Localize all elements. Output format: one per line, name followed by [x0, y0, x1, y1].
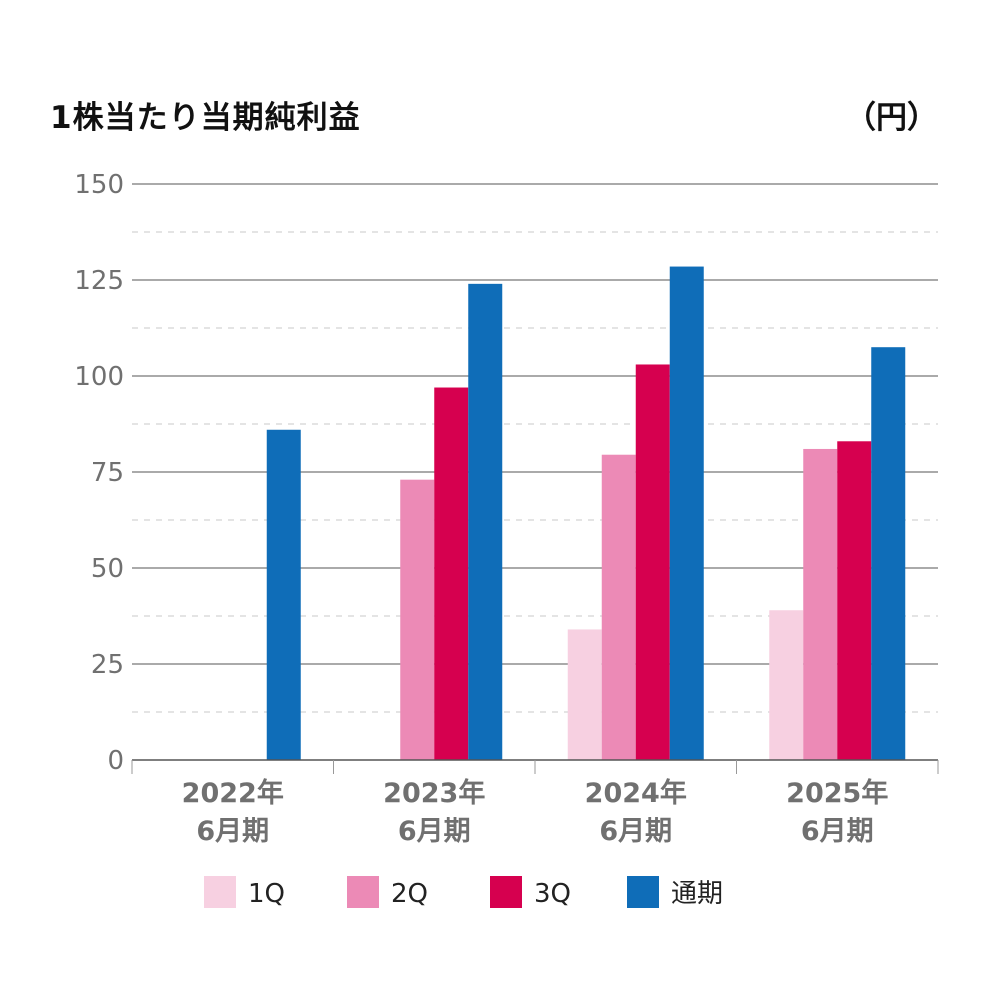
legend-label: 2Q — [391, 879, 428, 909]
y-tick-label: 0 — [107, 746, 124, 776]
bars — [266, 266, 906, 760]
bar — [803, 448, 838, 760]
x-tick-label: 6月期 — [801, 816, 874, 847]
bar — [601, 454, 636, 760]
x-tick-label: 6月期 — [599, 816, 672, 847]
legend-label: 1Q — [248, 879, 285, 909]
legend-label: 3Q — [534, 879, 571, 909]
y-tick-label: 75 — [91, 458, 124, 488]
legend-swatch — [347, 876, 379, 908]
bar — [871, 347, 906, 760]
legend-swatch — [204, 876, 236, 908]
bar — [635, 364, 670, 760]
x-tick-label: 2025年 — [786, 777, 888, 809]
bar — [400, 479, 435, 760]
bar — [434, 387, 469, 760]
chart-title: 1株当たり当期純利益 — [50, 100, 361, 136]
x-tick-label: 6月期 — [196, 816, 269, 847]
legend-swatch — [627, 876, 659, 908]
x-tick-label: 6月期 — [398, 816, 471, 847]
legend: 1Q 2Q 3Q 通期 — [204, 876, 723, 909]
x-tick-label: 2024年 — [585, 777, 687, 809]
y-tick-label: 25 — [91, 650, 124, 680]
legend-swatch — [490, 876, 522, 908]
y-tick-label: 100 — [74, 362, 124, 392]
bar — [669, 266, 704, 760]
unit-label: （円） — [845, 100, 938, 136]
x-tick-label: 2022年 — [182, 777, 284, 809]
bar — [468, 283, 503, 760]
bar — [837, 441, 872, 760]
legend-label: 通期 — [671, 879, 723, 909]
y-tick-label: 150 — [74, 170, 124, 200]
bar — [567, 629, 602, 760]
x-tick-label: 2023年 — [383, 777, 485, 809]
y-axis-ticks: 0 25 50 75 100 125 150 — [74, 170, 124, 776]
x-axis: 2022年 6月期 2023年 6月期 2024年 6月期 2025年 6月期 — [131, 759, 939, 847]
y-tick-label: 50 — [91, 554, 124, 584]
bar — [769, 610, 804, 760]
bar — [266, 429, 301, 760]
y-tick-label: 125 — [74, 266, 124, 296]
